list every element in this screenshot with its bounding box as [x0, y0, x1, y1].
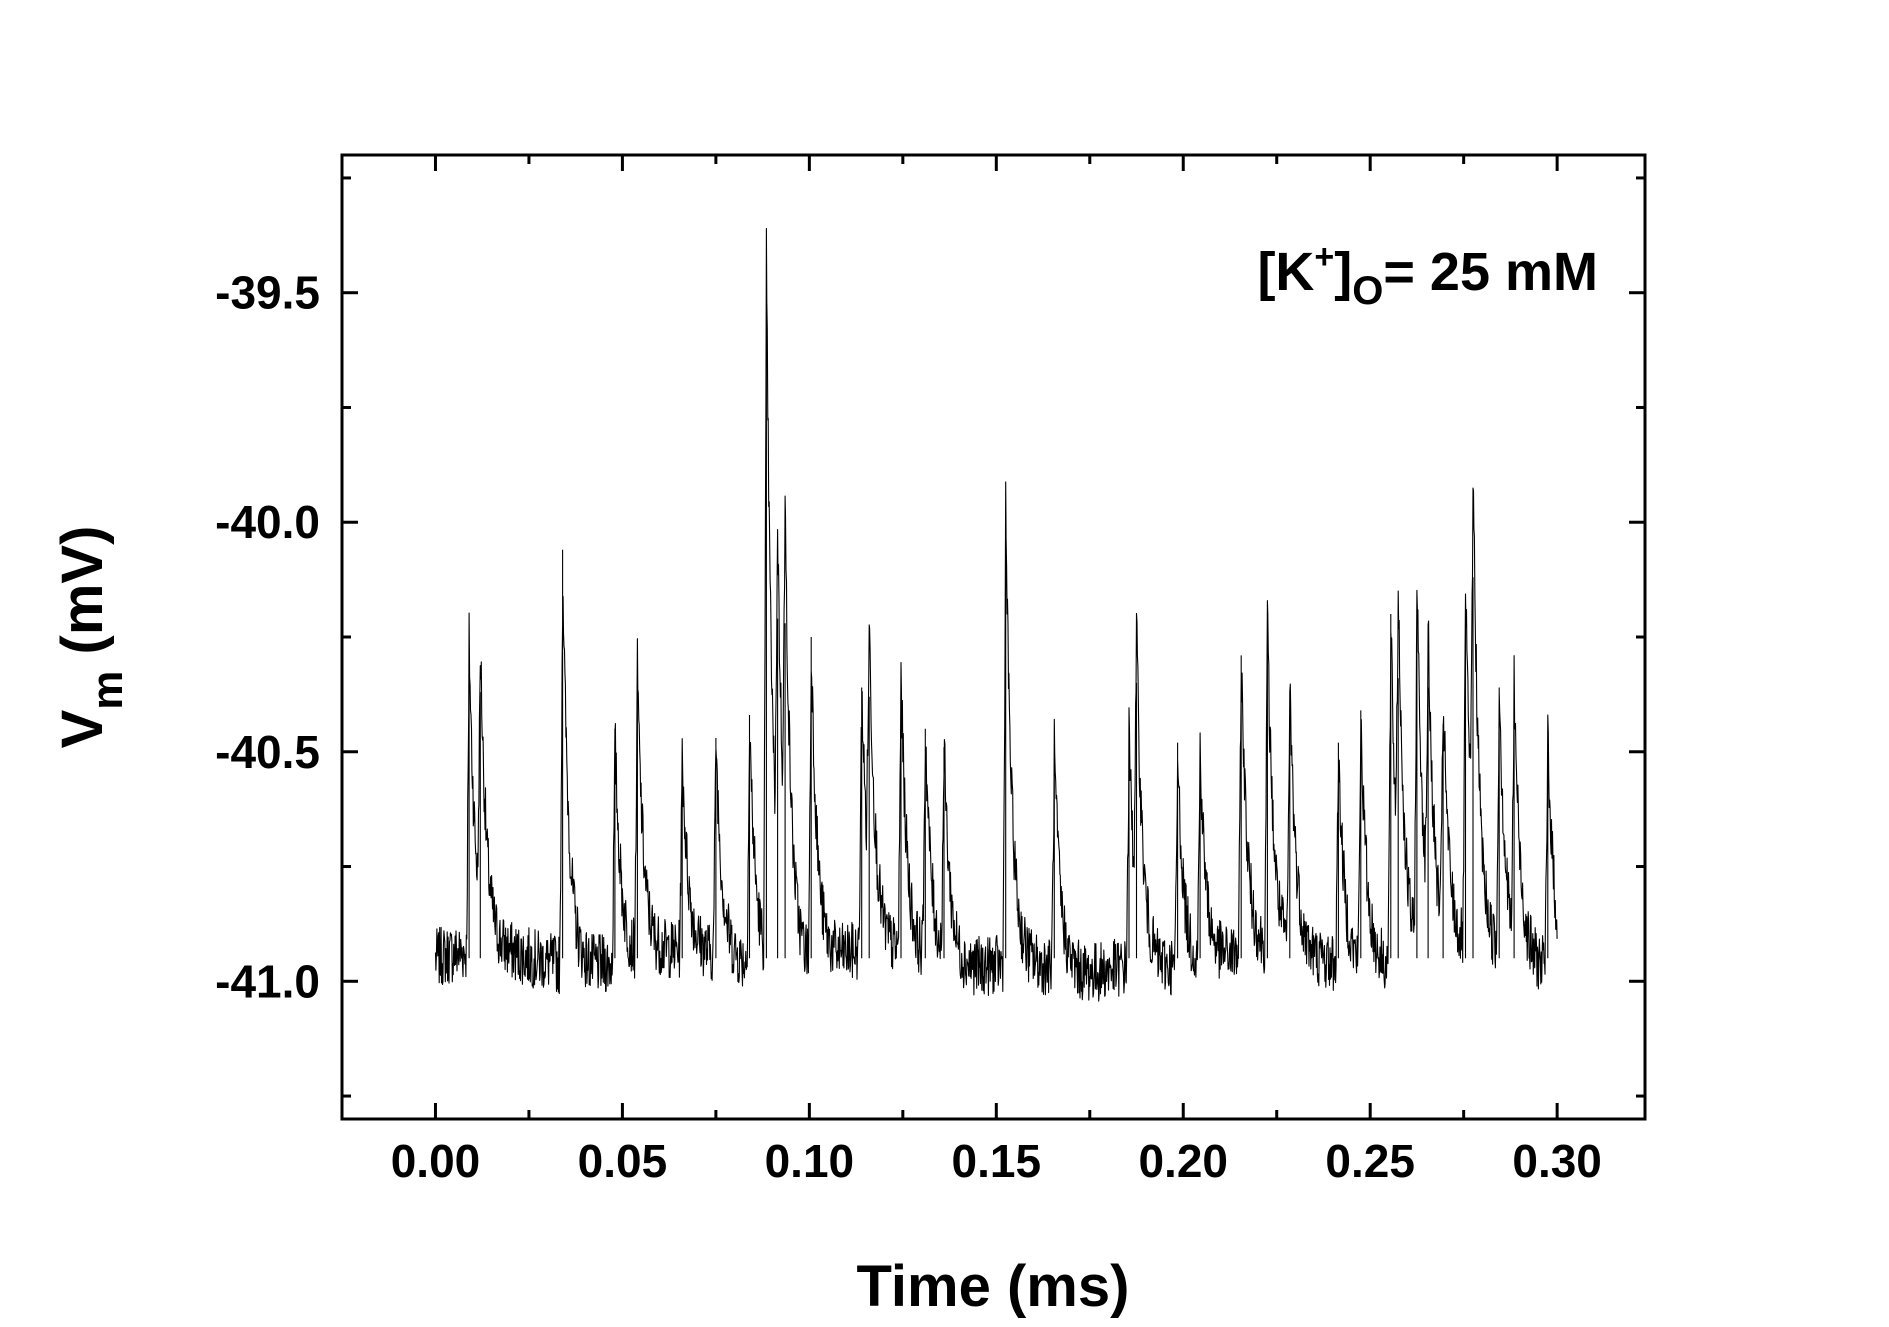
y-axis: -41.0 -40.5 -40.0 -39.5 — [215, 176, 1645, 1098]
voltage-trace — [434, 227, 1558, 1002]
x-tick-label: 0.15 — [952, 1135, 1042, 1187]
y-tick-label: -39.5 — [215, 267, 320, 319]
y-tick-label: -40.5 — [215, 726, 320, 778]
x-tick-label: 0.25 — [1325, 1135, 1415, 1187]
x-tick-label: 0.05 — [578, 1135, 668, 1187]
x-tick-label: 0.10 — [765, 1135, 855, 1187]
x-tick-label: 0.20 — [1138, 1135, 1228, 1187]
x-axis: 0.00 0.05 0.10 0.15 0.20 0.25 0.30 — [391, 155, 1602, 1187]
y-tick-label: -41.0 — [215, 955, 320, 1007]
x-axis-title: Time (ms) — [857, 1254, 1130, 1319]
x-tick-label: 0.30 — [1512, 1135, 1602, 1187]
concentration-annotation: [K+]O= 25 mM — [1257, 238, 1598, 313]
y-tick-label: -40.0 — [215, 496, 320, 548]
x-tick-label: 0.00 — [391, 1135, 481, 1187]
y-axis-title: Vm (mV) — [50, 526, 132, 749]
